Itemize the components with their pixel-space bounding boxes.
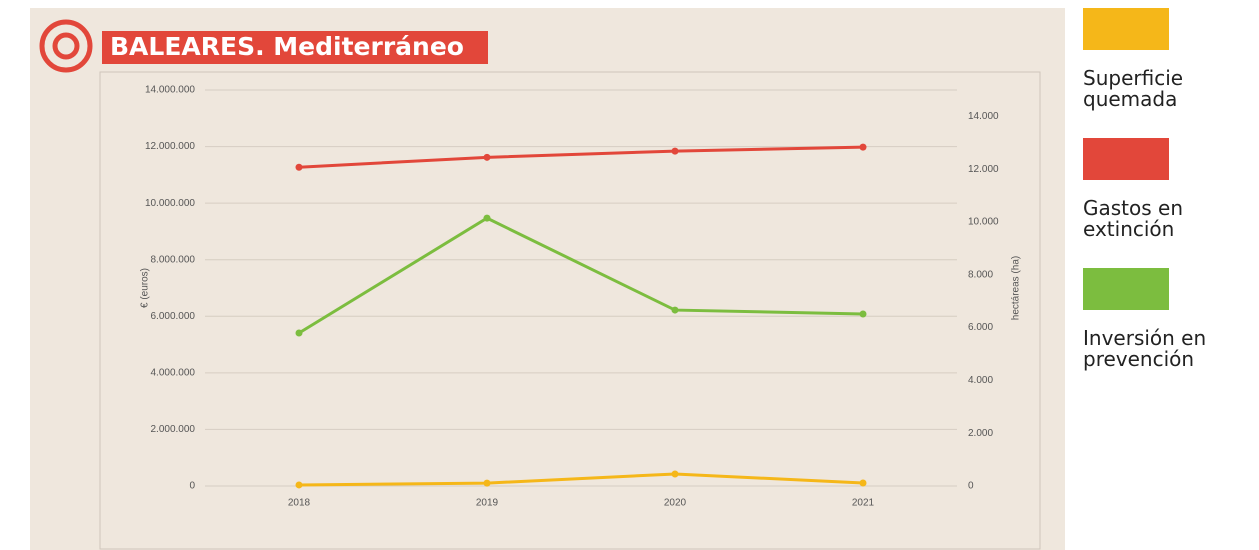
legend-label: Superficie quemada xyxy=(1083,66,1184,111)
y-tick-label: 0 xyxy=(189,481,195,492)
y-tick-label: 6.000.000 xyxy=(151,311,196,322)
legend-label: Inversión en prevención xyxy=(1083,326,1207,371)
legend-swatch xyxy=(1083,8,1169,50)
y2-tick-label: 12.000 xyxy=(968,164,999,175)
legend-label: Gastos en extinción xyxy=(1083,196,1184,241)
x-tick-label: 2019 xyxy=(476,498,499,509)
point xyxy=(295,163,303,171)
point xyxy=(483,214,491,222)
y-tick-label: 2.000.000 xyxy=(151,424,196,435)
y-tick-label: 10.000.000 xyxy=(145,198,195,209)
point xyxy=(859,479,867,487)
series-line xyxy=(298,145,864,169)
y2-tick-label: 4.000 xyxy=(968,375,993,386)
y2-axis-label: hectáreas (ha) xyxy=(1011,256,1022,320)
y-tick-label: 4.000.000 xyxy=(151,367,196,378)
y-tick-label: 12.000.000 xyxy=(145,141,195,152)
icon xyxy=(52,32,80,60)
legend-swatch xyxy=(1083,138,1169,180)
x-tick-label: 2018 xyxy=(288,498,311,509)
point xyxy=(671,306,679,314)
x-tick-label: 2021 xyxy=(852,498,875,509)
series-line xyxy=(298,472,864,487)
series-line xyxy=(298,216,864,335)
point xyxy=(295,481,303,489)
legend-item: Gastos en extinción xyxy=(1083,138,1223,240)
point xyxy=(483,153,491,161)
point xyxy=(483,479,491,487)
y2-tick-label: 8.000 xyxy=(968,269,993,280)
legend-item: Inversión en prevención xyxy=(1083,268,1223,370)
point xyxy=(859,143,867,151)
y2-tick-label: 6.000 xyxy=(968,322,993,333)
y2-tick-label: 14.000 xyxy=(968,111,999,122)
y2-tick-label: 2.000 xyxy=(968,428,993,439)
y-tick-label: 8.000.000 xyxy=(151,254,196,265)
legend-item: Superficie quemada xyxy=(1083,8,1223,110)
point xyxy=(671,147,679,155)
x-tick-label: 2020 xyxy=(664,498,687,509)
y2-tick-label: 0 xyxy=(968,481,974,492)
y2-tick-label: 10.000 xyxy=(968,217,999,228)
title-bg xyxy=(102,31,488,64)
point xyxy=(295,329,303,337)
y-axis-label: € (euros) xyxy=(140,268,151,308)
chart-title: BALEARES. Mediterráneo xyxy=(110,32,464,61)
icon xyxy=(39,19,93,73)
point xyxy=(859,310,867,318)
legend-swatch xyxy=(1083,268,1169,310)
panel xyxy=(30,8,1065,550)
plot-frame xyxy=(99,71,1041,550)
y-tick-label: 14.000.000 xyxy=(145,85,195,96)
point xyxy=(671,470,679,478)
